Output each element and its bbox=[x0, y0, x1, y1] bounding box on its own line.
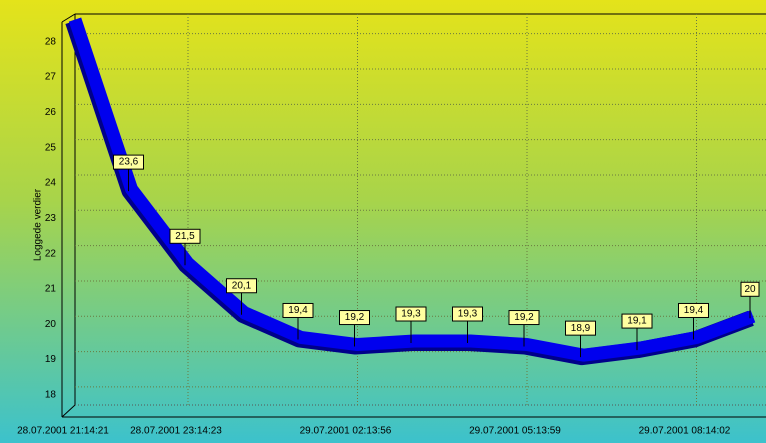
data-label-box bbox=[508, 310, 540, 326]
y-tick-label: 28 bbox=[45, 36, 57, 47]
data-label-box bbox=[678, 302, 709, 318]
data-label: 21,5 bbox=[175, 231, 195, 242]
x-tick-label: 28.07.2001 21:14:21 bbox=[17, 426, 109, 437]
data-label: 19,1 bbox=[627, 316, 647, 327]
x-tick-label: 28.07.2001 23:14:23 bbox=[130, 426, 222, 437]
y-tick-label: 26 bbox=[45, 107, 57, 118]
data-label-box bbox=[113, 154, 144, 170]
y-tick-label: 22 bbox=[45, 248, 57, 259]
data-label: 19,4 bbox=[684, 305, 704, 316]
y-tick-label: 27 bbox=[45, 72, 57, 83]
data-label-box bbox=[740, 281, 760, 297]
data-label: 19,2 bbox=[514, 312, 534, 323]
data-label: 20 bbox=[744, 284, 756, 295]
y-tick-label: 18 bbox=[45, 390, 57, 401]
x-tick-label: 29.07.2001 05:13:59 bbox=[469, 426, 561, 437]
wall-top-edge bbox=[61, 13, 76, 23]
data-label: 19,4 bbox=[288, 305, 308, 316]
data-label-box bbox=[621, 313, 653, 329]
data-label: 23,6 bbox=[119, 157, 139, 168]
data-label: 18,9 bbox=[571, 323, 591, 334]
y-tick-label: 23 bbox=[45, 213, 57, 224]
data-line bbox=[68, 17, 756, 362]
data-label: 20,1 bbox=[232, 280, 252, 291]
data-label: 19,3 bbox=[401, 309, 421, 320]
data-label-box bbox=[452, 306, 483, 322]
data-label-box bbox=[339, 310, 370, 326]
data-label: 19,2 bbox=[345, 312, 365, 323]
data-label-box bbox=[565, 320, 596, 336]
data-label-box bbox=[282, 302, 314, 318]
y-tick-label: 24 bbox=[45, 178, 57, 189]
y-tick-label: 21 bbox=[45, 284, 57, 295]
x-tick-label: 29.07.2001 08:14:02 bbox=[639, 426, 731, 437]
y-tick-label: 25 bbox=[45, 142, 57, 153]
y-axis-title: Loggede verdier bbox=[33, 188, 44, 261]
floor-edge bbox=[61, 404, 76, 418]
y-tick-label: 20 bbox=[45, 319, 57, 330]
data-label-box bbox=[226, 278, 257, 294]
data-label-box bbox=[169, 228, 201, 244]
x-tick-label: 29.07.2001 02:13:56 bbox=[300, 426, 392, 437]
data-label-box bbox=[395, 306, 427, 322]
y-tick-label: 19 bbox=[45, 354, 57, 365]
data-label: 19,3 bbox=[458, 309, 478, 320]
